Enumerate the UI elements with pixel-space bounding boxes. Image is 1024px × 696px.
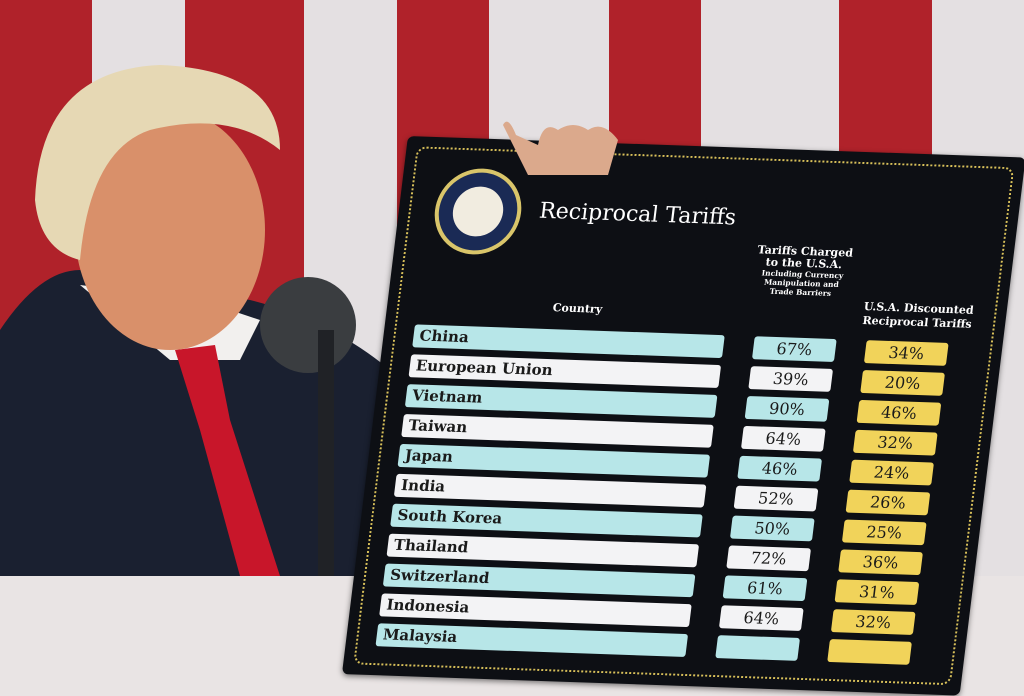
charged-tariff-cell: 72%	[726, 545, 812, 572]
discounted-tariff-cell: 46%	[856, 399, 942, 426]
hand-holding-board	[503, 121, 618, 175]
discounted-tariff-cell: 24%	[849, 459, 934, 486]
header-tariffs-charged: Tariffs Charged to the U.S.A. Including …	[750, 243, 856, 298]
charged-tariff-cell	[715, 635, 801, 661]
header-charged-title: Tariffs Charged to the U.S.A.	[756, 243, 854, 272]
discounted-tariff-cell	[827, 639, 912, 665]
header-charged-subtitle: Including Currency Manipulation and Trad…	[761, 268, 844, 298]
charged-tariff-cell: 64%	[740, 425, 826, 452]
header-discounted: U.S.A. Discounted Reciprocal Tariffs	[861, 300, 975, 331]
charged-tariff-cell: 52%	[733, 485, 819, 512]
discounted-tariff-cell: 20%	[860, 370, 945, 396]
charged-tariff-cell: 46%	[737, 455, 823, 482]
discounted-tariff-cell: 32%	[830, 609, 916, 635]
tariff-board: Reciprocal Tariffs Country Tariffs Charg…	[341, 136, 1024, 696]
charged-tariff-cell: 90%	[744, 396, 830, 422]
discounted-tariff-cell: 31%	[834, 579, 920, 606]
speaker-figure	[0, 65, 400, 576]
discounted-tariff-cell: 25%	[841, 519, 927, 546]
discounted-tariff-cell: 32%	[852, 429, 938, 456]
charged-tariff-cell: 61%	[722, 575, 808, 602]
charged-tariff-cell: 64%	[718, 605, 804, 632]
charged-tariff-cell: 39%	[748, 366, 834, 392]
discounted-tariff-cell: 36%	[838, 549, 923, 576]
discounted-tariff-cell: 34%	[863, 340, 949, 366]
discounted-tariff-cell: 26%	[845, 489, 931, 516]
charged-tariff-cell: 67%	[751, 336, 837, 363]
charged-tariff-cell: 50%	[729, 515, 815, 542]
